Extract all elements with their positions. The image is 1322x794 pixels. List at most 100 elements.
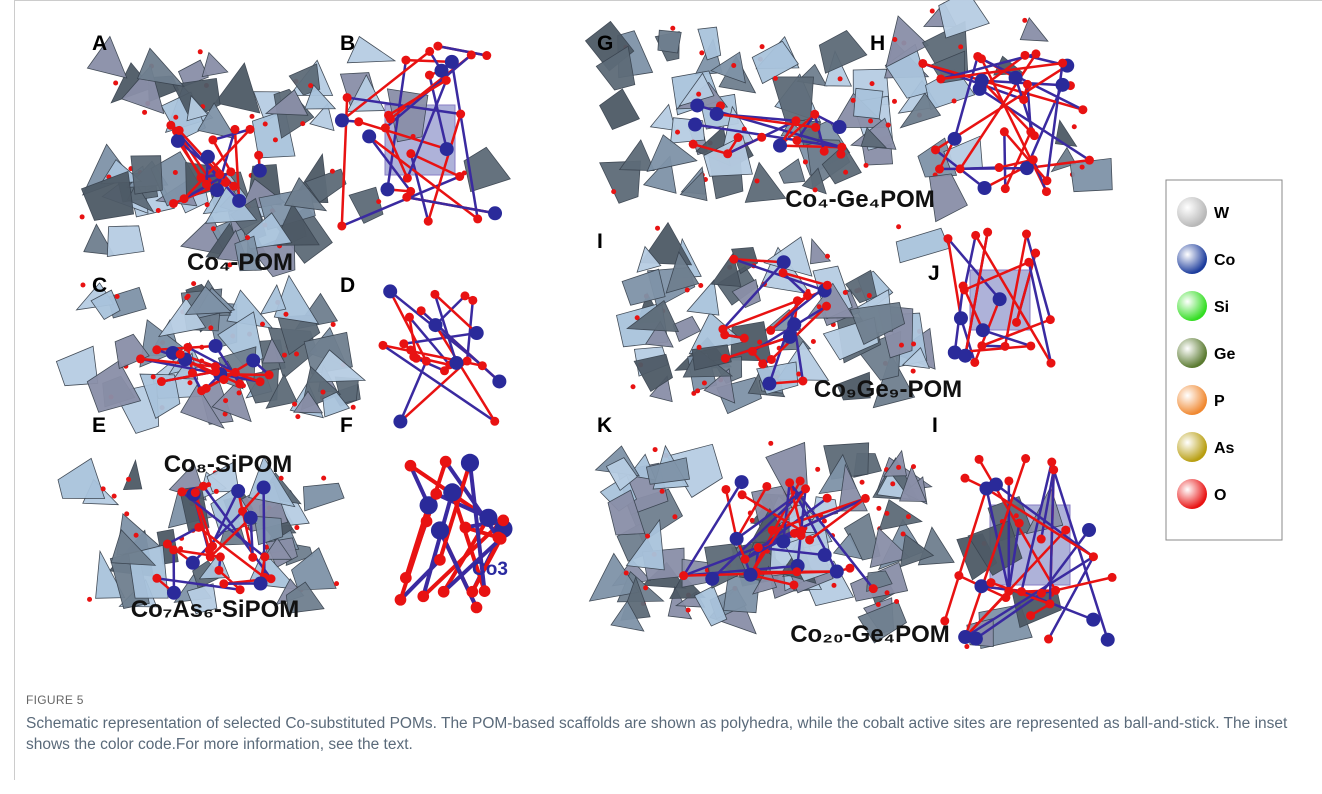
oxygen-atom (762, 482, 771, 491)
oxygen-atom (723, 149, 732, 158)
oxygen-atom (1047, 458, 1056, 467)
oxygen-atom (1030, 131, 1039, 140)
oxygen-atom (173, 115, 178, 120)
oxygen-atom (169, 199, 178, 208)
oxygen-atom (718, 325, 727, 334)
oxygen-atom (1020, 51, 1029, 60)
legend-label: Ge (1214, 346, 1235, 363)
cobalt-atom (832, 120, 846, 134)
oxygen-atom (425, 47, 434, 56)
legend-label: P (1214, 393, 1225, 410)
oxygen-atom (292, 402, 297, 407)
polyhedron-face (620, 140, 655, 171)
oxygen-atom (256, 377, 265, 386)
oxygen-atom (1046, 359, 1055, 368)
oxygen-atom (825, 254, 830, 259)
oxygen-atom (208, 325, 213, 330)
oxygen-atom (748, 347, 757, 356)
oxygen-atom (430, 290, 439, 299)
oxygen-atom (468, 296, 477, 305)
oxygen-atom (851, 98, 856, 103)
oxygen-atom (792, 136, 801, 145)
oxygen-atom (402, 193, 411, 202)
oxygen-atom (226, 167, 235, 176)
oxygen-atom (467, 50, 476, 59)
caption: Schematic representation of selected Co-… (26, 713, 1301, 755)
oxygen-atom (196, 173, 205, 182)
oxygen-atom (792, 567, 801, 576)
cobalt-atom (244, 511, 258, 525)
oxygen-atom (126, 477, 131, 482)
oxygen-atom (860, 480, 865, 485)
cobalt-atom (443, 483, 461, 501)
cobalt-atom (393, 415, 407, 429)
panel-letter: E (92, 414, 106, 437)
page: ACo₄-POMBGCo₄-Ge₄POMHCCo₈-SiPOMDICo₉Ge₉-… (0, 0, 1322, 794)
oxygen-atom (931, 145, 940, 154)
oxygen-atom (433, 42, 442, 51)
oxygen-atom (300, 121, 305, 126)
oxygen-atom (869, 584, 878, 593)
cobalt-atom (690, 98, 704, 112)
cobalt-atom (730, 532, 744, 546)
oxygen-atom (1049, 465, 1058, 474)
oxygen-atom (112, 494, 117, 499)
oxygen-atom (970, 358, 979, 367)
oxygen-atom (935, 165, 944, 174)
oxygen-atom (1085, 156, 1094, 165)
oxygen-atom (767, 355, 776, 364)
oxygen-atom (987, 578, 996, 587)
oxygen-atom (1037, 589, 1046, 598)
cobalt-atom (1056, 78, 1070, 92)
cobalt-atom (449, 356, 463, 370)
oxygen-atom (197, 386, 206, 395)
cobalt-atom (958, 630, 972, 644)
cobalt-atom (818, 548, 832, 562)
oxygen-atom (425, 71, 434, 80)
oxygen-atom (1072, 124, 1077, 129)
oxygen-atom (331, 322, 336, 327)
oxygen-atom (490, 417, 499, 426)
oxygen-atom (142, 110, 147, 115)
oxygen-atom (653, 447, 658, 452)
oxygen-atom (442, 76, 451, 85)
cobalt-atom (380, 182, 394, 196)
oxygen-atom (283, 312, 288, 317)
oxygen-atom (206, 552, 215, 561)
oxygen-atom (768, 526, 777, 535)
oxygen-atom (894, 599, 899, 604)
oxygen-atom (294, 525, 299, 530)
polyhedron-face (124, 460, 142, 489)
cobalt-atom (688, 118, 702, 132)
cobalt-atom (246, 353, 260, 367)
oxygen-atom (768, 441, 773, 446)
oxygen-atom (892, 37, 897, 42)
polyhedron-face (131, 156, 163, 195)
oxygen-atom (697, 345, 702, 350)
oxygen-atom (655, 226, 660, 231)
oxygen-atom (184, 295, 189, 300)
panel-letter: J (928, 262, 940, 285)
oxygen-atom (1089, 552, 1098, 561)
cobalt-atom (254, 577, 268, 591)
oxygen-atom (219, 579, 228, 588)
polyhedron-face (819, 31, 867, 74)
oxygen-atom (675, 130, 680, 135)
cobalt-atom (973, 82, 987, 96)
panel-letter: H (870, 32, 885, 55)
cobalt-atom (461, 454, 479, 472)
panel-letter: A (92, 32, 107, 55)
oxygen-atom (876, 506, 881, 511)
polyhedron-face (918, 527, 954, 565)
oxygen-atom (248, 553, 257, 562)
oxygen-atom (1042, 187, 1051, 196)
cobalt-atom (744, 568, 758, 582)
oxygen-atom (864, 163, 869, 168)
oxygen-atom (906, 514, 911, 519)
oxygen-atom (611, 189, 616, 194)
oxygen-atom (235, 379, 244, 388)
oxygen-atom (80, 283, 85, 288)
oxygen-atom (229, 182, 238, 191)
polyhedron-face (646, 458, 689, 485)
oxygen-atom (757, 340, 762, 345)
